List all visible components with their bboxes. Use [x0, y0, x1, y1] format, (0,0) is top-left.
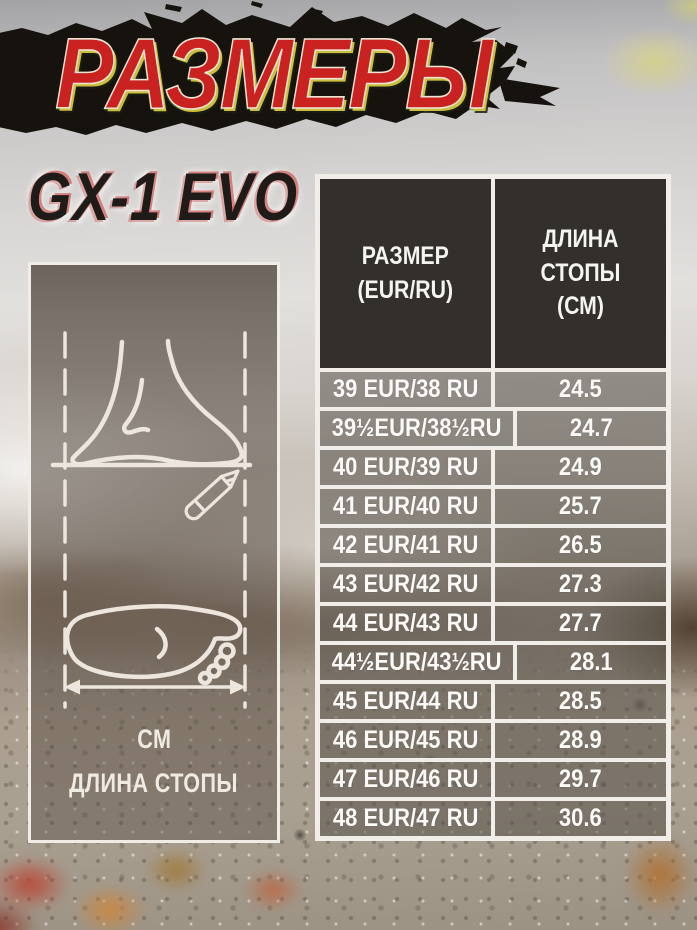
dashed-guide-lines	[63, 331, 247, 709]
cell-length: 24.5	[493, 370, 668, 409]
cell-length: 28.5	[493, 682, 668, 721]
cell-length: 24.9	[493, 448, 668, 487]
product-name: GX-1 EVO	[28, 159, 298, 235]
table-row: 47 EUR/46 RU 29.7	[318, 760, 668, 799]
cell-length: 28.1	[515, 643, 668, 682]
brush-stroke-banner	[0, 1, 560, 135]
cell-size: 42 EUR/41 RU	[318, 526, 493, 565]
table-row: 45 EUR/44 RU 28.5	[318, 682, 668, 721]
footprint-icon	[65, 604, 243, 686]
cell-length: 25.7	[493, 487, 668, 526]
cell-size: 43 EUR/42 RU	[318, 565, 493, 604]
cell-size: 40 EUR/39 RU	[318, 448, 493, 487]
col-header-size: РАЗМЕР (EUR/RU)	[318, 177, 493, 370]
cell-size: 44½EUR/43½RU	[318, 643, 516, 682]
table-row: 39 EUR/38 RU 24.5	[318, 370, 668, 409]
cell-length: 27.7	[493, 604, 668, 643]
table-header-row: РАЗМЕР (EUR/RU) ДЛИНА СТОПЫ (СМ)	[318, 177, 668, 370]
cell-length: 27.3	[493, 565, 668, 604]
cell-length: 24.7	[515, 409, 668, 448]
table-row: 40 EUR/39 RU 24.9	[318, 448, 668, 487]
foot-side-icon	[70, 338, 244, 467]
cell-size: 46 EUR/45 RU	[318, 721, 493, 760]
table-row: 44½EUR/43½RU 28.1	[318, 643, 668, 682]
cell-size: 39½EUR/38½RU	[318, 409, 516, 448]
table-row: 41 EUR/40 RU 25.7	[318, 487, 668, 526]
cell-size: 44 EUR/43 RU	[318, 604, 493, 643]
cell-size: 45 EUR/44 RU	[318, 682, 493, 721]
measure-diagram-box: СМ ДЛИНА СТОПЫ	[28, 262, 280, 843]
cell-length: 28.9	[493, 721, 668, 760]
cell-size: 41 EUR/40 RU	[318, 487, 493, 526]
measure-arrow-icon	[64, 679, 246, 695]
foot-length-caption: ДЛИНА СТОПЫ	[69, 768, 239, 798]
page-title: РАЗМЕРЫ	[54, 17, 493, 131]
table-row: 43 EUR/42 RU 27.3	[318, 565, 668, 604]
table-row: 42 EUR/41 RU 26.5	[318, 526, 668, 565]
cell-size: 47 EUR/46 RU	[318, 760, 493, 799]
table-row: 48 EUR/47 RU 30.6	[318, 799, 668, 838]
table-row: 39½EUR/38½RU 24.7	[318, 409, 668, 448]
cell-length: 29.7	[493, 760, 668, 799]
table-row: 46 EUR/45 RU 28.9	[318, 721, 668, 760]
pencil-icon	[184, 469, 240, 521]
col-header-length: ДЛИНА СТОПЫ (СМ)	[493, 177, 668, 370]
measure-diagram	[50, 331, 253, 709]
unit-label: СМ	[136, 724, 172, 754]
cell-size: 48 EUR/47 RU	[318, 799, 493, 838]
table-row: 44 EUR/43 RU 27.7	[318, 604, 668, 643]
cell-length: 30.6	[493, 799, 668, 838]
cell-size: 39 EUR/38 RU	[318, 370, 493, 409]
cell-length: 26.5	[493, 526, 668, 565]
size-table: РАЗМЕР (EUR/RU) ДЛИНА СТОПЫ (СМ) 39 EUR/…	[315, 174, 671, 841]
